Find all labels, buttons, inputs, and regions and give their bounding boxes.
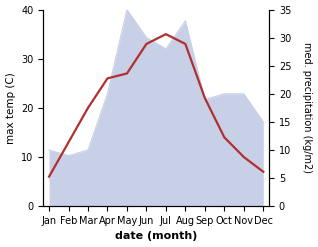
Y-axis label: max temp (C): max temp (C) [5, 72, 16, 144]
Y-axis label: med. precipitation (kg/m2): med. precipitation (kg/m2) [302, 42, 313, 173]
X-axis label: date (month): date (month) [115, 231, 197, 242]
